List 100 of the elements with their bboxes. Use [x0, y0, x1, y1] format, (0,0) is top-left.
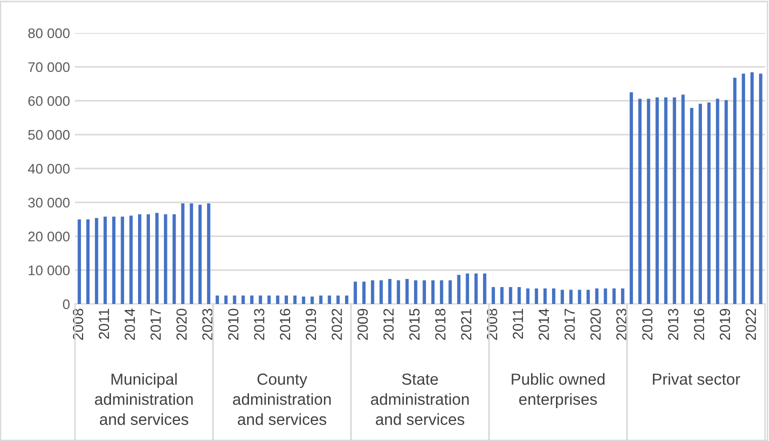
bar — [284, 296, 288, 304]
bar — [716, 98, 720, 304]
x-tick-label: 2015 — [409, 308, 420, 340]
text: County administration and services — [232, 374, 331, 426]
bar — [405, 278, 409, 304]
bar — [474, 274, 478, 304]
bar — [104, 216, 107, 304]
text: Public owned enterprises — [512, 373, 604, 408]
y-tick-label: 80 000 — [28, 28, 70, 38]
x-tick-label: 2014 — [538, 308, 549, 340]
bar — [595, 288, 598, 304]
bar — [86, 219, 90, 304]
bar — [396, 280, 400, 304]
bar — [750, 72, 754, 304]
bar — [336, 296, 340, 304]
bar — [578, 290, 582, 304]
bar — [164, 214, 168, 304]
bar — [276, 296, 280, 304]
bar — [414, 280, 418, 304]
x-tick-label: 2013 — [668, 308, 678, 340]
bar — [672, 97, 676, 304]
bar — [319, 296, 322, 304]
bar — [560, 290, 564, 304]
bar — [138, 214, 142, 304]
bar — [198, 204, 202, 304]
x-tick-label: 2013 — [254, 308, 264, 340]
bar — [302, 296, 306, 304]
x-tick-label: 2016 — [694, 308, 704, 340]
bar — [94, 218, 98, 304]
text: Privat sector — [652, 373, 740, 385]
bar — [328, 296, 332, 304]
bar — [630, 92, 633, 304]
bar — [543, 288, 547, 304]
bar — [146, 214, 150, 304]
bar — [526, 288, 530, 304]
bar — [621, 288, 624, 304]
x-tick-label: 2018 — [435, 308, 446, 340]
bar — [552, 288, 556, 304]
bar — [172, 214, 176, 304]
x-tick-label: 2023 — [616, 308, 627, 340]
bar — [759, 74, 762, 304]
bar — [698, 104, 702, 304]
bar — [78, 219, 81, 304]
bar — [586, 290, 590, 304]
bar — [466, 274, 470, 304]
bar — [370, 280, 374, 304]
x-tick-label: 2016 — [280, 308, 290, 340]
bar — [232, 296, 236, 304]
x-tick-label: 2023 — [202, 308, 213, 340]
x-tick-label: 2011 — [512, 308, 524, 339]
bar — [129, 216, 133, 304]
bar — [155, 212, 159, 304]
bar — [422, 280, 426, 304]
bar — [483, 274, 486, 304]
bar — [388, 278, 392, 304]
x-tick-label: 2022 — [332, 308, 342, 340]
x-tick-label: 2017 — [150, 308, 161, 340]
x-tick-label: 2020 — [590, 308, 601, 340]
bar — [457, 274, 460, 304]
bar — [604, 288, 608, 304]
bar — [569, 290, 573, 304]
y-tick-label: 10 000 — [28, 265, 70, 276]
x-tick-label: 2019 — [306, 308, 316, 340]
bar — [440, 280, 444, 304]
bar — [646, 98, 650, 304]
bar — [431, 280, 435, 304]
bar — [267, 296, 271, 304]
bar — [120, 216, 124, 304]
bar — [656, 97, 659, 304]
bar — [681, 94, 685, 304]
bar — [112, 216, 116, 304]
bar — [310, 296, 314, 304]
y-tick-label: 0 — [62, 299, 70, 310]
text: State administration and services — [370, 374, 469, 426]
bar — [500, 287, 504, 304]
bar — [181, 203, 184, 304]
bar — [612, 288, 616, 304]
x-tick-label: 2022 — [746, 308, 756, 340]
y-tick-label: 20 000 — [28, 232, 70, 242]
bar — [448, 280, 452, 304]
bar — [492, 287, 495, 304]
bar — [190, 203, 194, 304]
y-tick-label: 30 000 — [28, 198, 70, 208]
bar — [724, 100, 728, 304]
y-tick-label: 40 000 — [28, 164, 70, 174]
bar — [250, 296, 254, 304]
y-tick-label: 70 000 — [28, 62, 70, 72]
x-tick-label: 2014 — [124, 308, 135, 340]
bar — [242, 296, 245, 304]
y-tick-label: 50 000 — [28, 130, 70, 140]
bar — [690, 108, 694, 304]
bar — [638, 98, 642, 304]
bar — [224, 296, 228, 304]
y-tick-label: 60 000 — [28, 96, 70, 106]
bar — [362, 282, 366, 304]
x-tick-label: 2020 — [176, 308, 187, 340]
x-tick-label: 2010 — [228, 308, 238, 340]
text: Municipal administration and services — [94, 373, 193, 426]
x-tick-label: 2021 — [461, 308, 472, 340]
x-tick-label: 2012 — [383, 308, 394, 340]
